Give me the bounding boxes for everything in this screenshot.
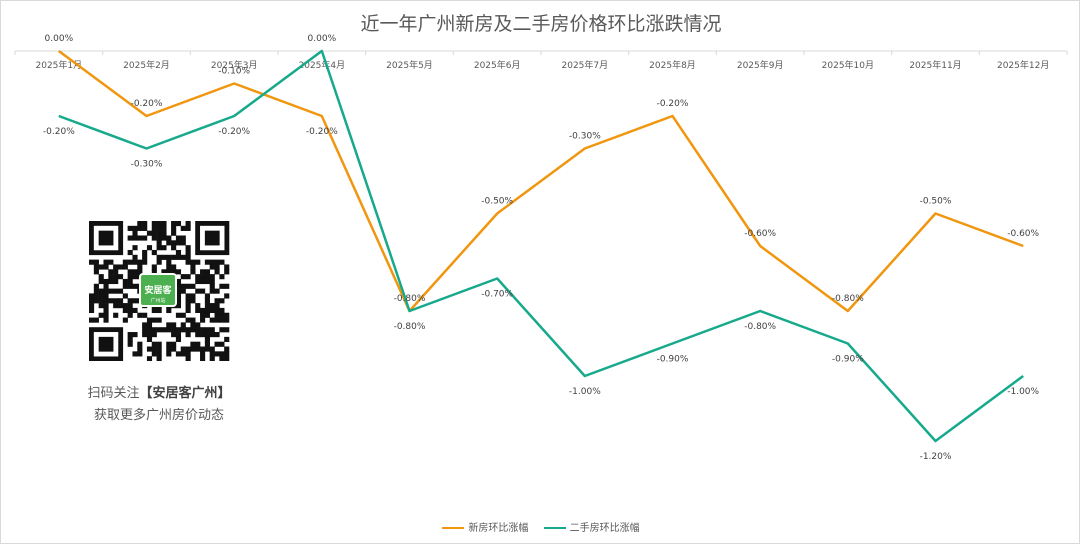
data-label: 0.00% <box>45 34 74 44</box>
x-tick-label: 2025年7月 <box>562 59 609 71</box>
x-tick-label: 2025年2月 <box>123 59 170 71</box>
data-label: -0.10% <box>218 67 250 77</box>
logo-text: 安居客 <box>144 286 172 296</box>
data-label: 0.00% <box>308 34 337 44</box>
x-tick-label: 2025年9月 <box>737 59 784 71</box>
legend-label-new-homes: 新房环比涨幅 <box>468 523 529 534</box>
data-label: -0.20% <box>218 127 250 137</box>
x-tick-label: 2025年12月 <box>997 59 1049 71</box>
data-label: -0.20% <box>43 127 75 137</box>
legend-label-second-hand: 二手房环比涨幅 <box>569 523 640 534</box>
x-axis: 2025年1月 2025年2月 2025年3月 2025年4月 2025年5月 2025年… <box>14 50 1068 71</box>
legend: 新房环比涨幅 二手房环比涨幅 <box>1 519 1080 534</box>
data-label: -0.70% <box>481 290 513 300</box>
x-tick-label: 2025年3月 <box>211 59 258 71</box>
qr-caption-line2: 获取更多广州房价动态 <box>93 408 224 423</box>
data-label: -0.60% <box>744 229 776 239</box>
qr-caption-prefix: 扫码关注 <box>87 386 140 401</box>
data-label-layer: 0.00% -0.20% -0.10% -0.20% -0.80% -0.50% -0.30… <box>43 34 1040 462</box>
x-tick-label: 2025年11月 <box>909 59 961 71</box>
series-line-0 <box>58 49 1024 313</box>
chart-title: 近一年广州新房及二手房价格环比涨跌情况 <box>360 13 722 35</box>
data-label: -0.20% <box>657 99 689 109</box>
series-line-1 <box>58 49 1024 443</box>
legend-swatch-second-hand <box>543 527 566 529</box>
data-label: -0.60% <box>1007 229 1039 239</box>
data-label: -0.80% <box>394 322 426 332</box>
data-label: -0.80% <box>394 294 426 304</box>
data-label: -1.00% <box>1007 387 1039 397</box>
x-tick-label: 2025年5月 <box>386 59 433 71</box>
qr-caption-line1: 扫码关注【安居客广州】 <box>61 383 257 405</box>
qr-code[interactable]: 安居客 广州站 <box>81 221 237 362</box>
data-label: -0.20% <box>306 127 338 137</box>
logo-subtext: 广州站 <box>150 298 166 304</box>
data-label: -1.00% <box>569 387 601 397</box>
data-label: -0.20% <box>131 99 163 109</box>
data-label: -0.50% <box>920 197 952 207</box>
x-tick-label: 2025年4月 <box>299 59 346 71</box>
x-tick-label: 2025年8月 <box>649 59 696 71</box>
data-label: -0.30% <box>569 132 601 142</box>
data-label: -0.80% <box>744 322 776 332</box>
x-tick-label: 2025年10月 <box>822 59 874 71</box>
x-tick-label: 2025年1月 <box>36 59 83 71</box>
data-label: -0.80% <box>832 294 864 304</box>
x-tick-label: 2025年6月 <box>474 59 521 71</box>
data-label: -0.90% <box>832 355 864 365</box>
legend-item-new-homes: 新房环比涨幅 <box>442 519 528 534</box>
data-label: -1.20% <box>920 452 952 462</box>
qr-caption: 扫码关注【安居客广州】 获取更多广州房价动态 <box>61 383 257 427</box>
data-label: -0.50% <box>481 197 513 207</box>
data-label: -0.30% <box>131 160 163 170</box>
legend-item-second-hand: 二手房环比涨幅 <box>543 519 640 534</box>
anjuke-logo: 安居客 广州站 <box>139 273 177 307</box>
qr-caption-brand: 【安居客广州】 <box>139 386 231 401</box>
series-layer <box>58 49 1024 443</box>
data-label: -0.90% <box>657 355 689 365</box>
legend-swatch-new-homes <box>442 527 465 529</box>
